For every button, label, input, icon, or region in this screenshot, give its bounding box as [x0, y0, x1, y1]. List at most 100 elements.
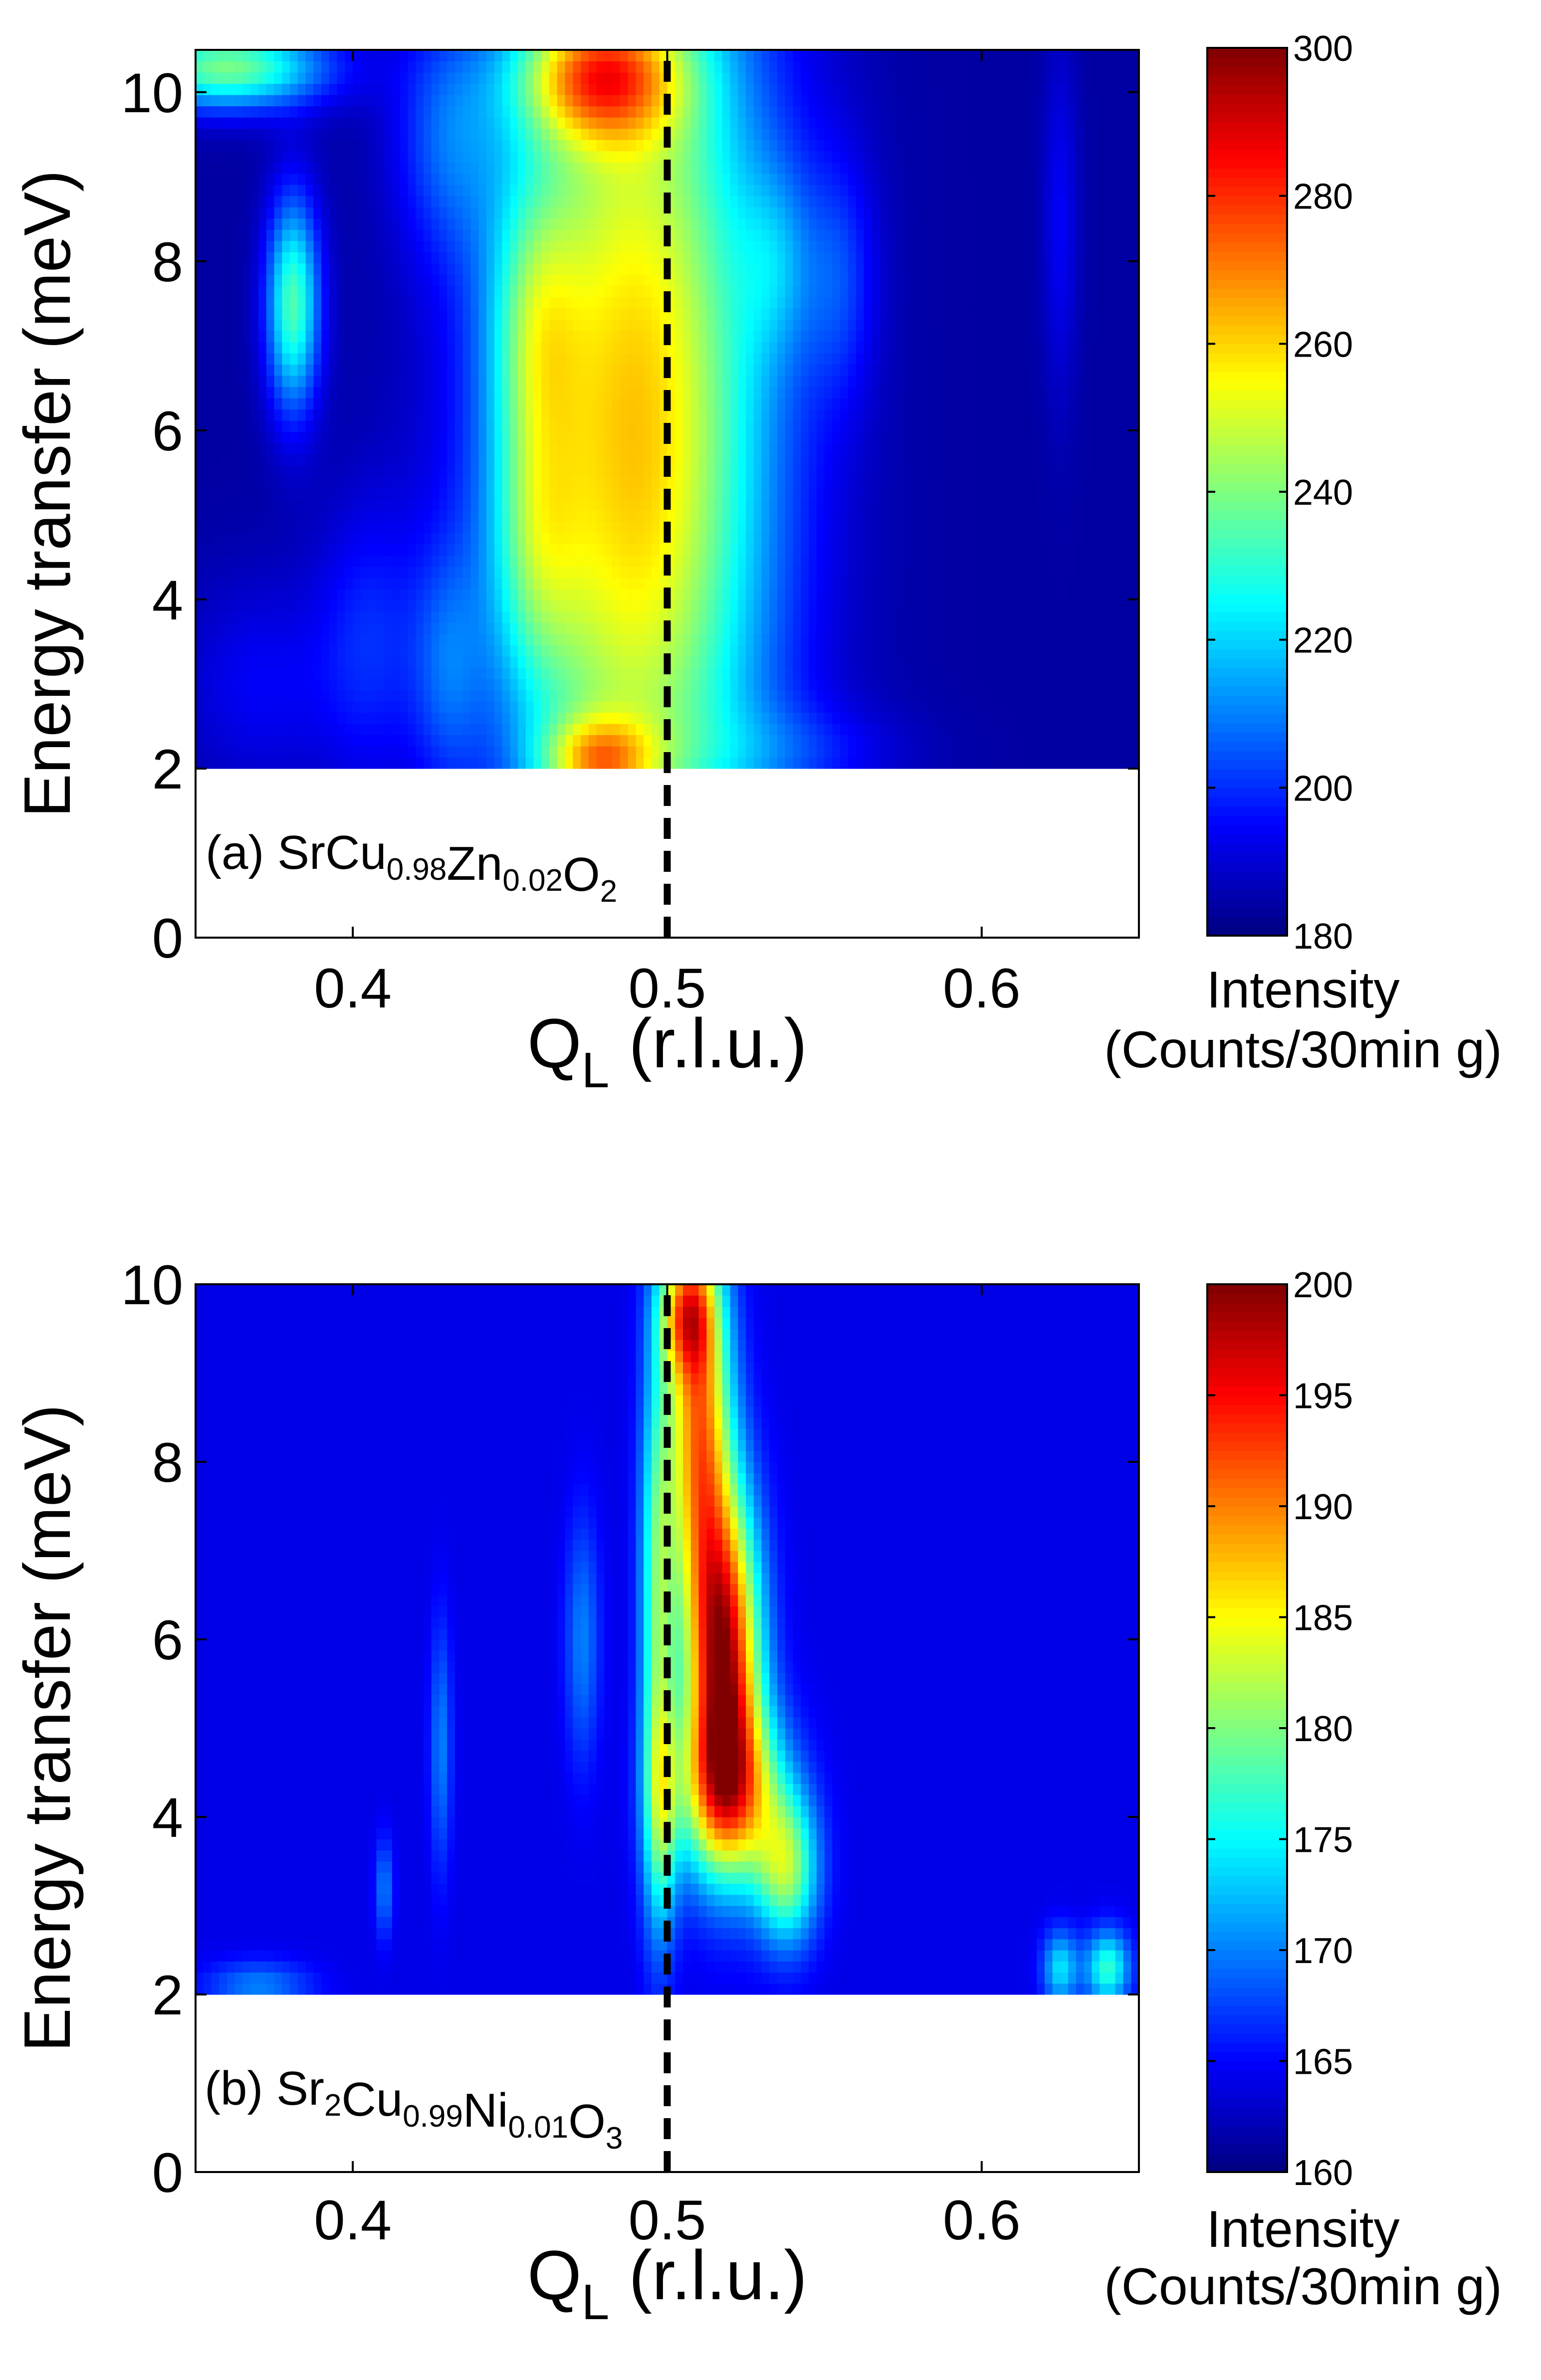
heatmap-cell: [297, 173, 306, 185]
heatmap-cell: [290, 342, 298, 354]
heatmap-cell: [258, 151, 267, 163]
heatmap-cell: [651, 600, 660, 612]
heatmap-cell: [486, 678, 495, 690]
heatmap-cell: [258, 544, 267, 556]
heatmap-cell: [376, 678, 385, 690]
heatmap-cell: [266, 83, 275, 95]
heatmap-cell: [462, 667, 471, 679]
heatmap-cell: [423, 476, 432, 488]
heatmap-cell: [628, 117, 637, 129]
heatmap-cell: [462, 611, 471, 623]
heatmap-cell: [667, 83, 675, 95]
heatmap-cell: [447, 308, 455, 320]
heatmap-cell: [211, 151, 220, 163]
heatmap-cell: [494, 128, 503, 140]
heatmap-cell: [423, 420, 432, 432]
heatmap-cell: [533, 690, 542, 702]
heatmap-cell: [416, 431, 424, 443]
heatmap-cell: [219, 140, 227, 152]
heatmap-cell: [730, 151, 738, 163]
heatmap-cell: [644, 397, 652, 410]
heatmap-cell: [667, 476, 675, 488]
heatmap-cell: [408, 544, 416, 556]
heatmap-cell: [793, 229, 801, 241]
heatmap-cell: [612, 285, 621, 297]
heatmap-cell: [769, 499, 778, 511]
heatmap-cell: [211, 285, 220, 297]
heatmap-cell: [203, 95, 212, 107]
heatmap-cell: [297, 578, 306, 590]
heatmap-cell: [447, 533, 455, 545]
heatmap-cell: [565, 667, 573, 679]
heatmap-cell: [785, 735, 794, 747]
heatmap-cell: [227, 375, 235, 388]
heatmap-cell: [690, 566, 699, 578]
heatmap-cell: [266, 397, 275, 410]
heatmap-cell: [683, 185, 691, 197]
heatmap-cell: [305, 633, 314, 645]
heatmap-cell: [612, 297, 621, 309]
heatmap-cell: [769, 701, 778, 713]
heatmap-cell: [227, 330, 235, 342]
heatmap-cell: [494, 488, 503, 500]
heatmap-cell: [667, 117, 675, 129]
heatmap-cell: [714, 185, 723, 197]
heatmap-cell: [478, 218, 487, 230]
heatmap-cell: [651, 274, 660, 286]
heatmap-cell: [266, 499, 275, 511]
heatmap-cell: [196, 162, 204, 174]
heatmap-cell: [565, 353, 573, 365]
heatmap-cell: [337, 364, 346, 376]
heatmap-cell: [620, 589, 629, 600]
heatmap-cell: [706, 600, 715, 612]
heatmap-cell: [266, 443, 275, 455]
heatmap-cell: [266, 746, 275, 758]
heatmap-cell: [408, 375, 416, 388]
heatmap-cell: [219, 375, 227, 388]
heatmap-cell: [290, 443, 298, 455]
heatmap-cell: [588, 443, 597, 455]
heatmap-cell: [250, 431, 259, 443]
heatmap-cell: [290, 263, 298, 275]
heatmap-cell: [305, 117, 314, 129]
heatmap-cell: [793, 712, 801, 724]
heatmap-cell: [242, 375, 251, 388]
heatmap-cell: [360, 690, 369, 702]
heatmap-cell: [565, 319, 573, 331]
heatmap-cell: [282, 218, 290, 230]
heatmap-cell: [400, 510, 409, 522]
heatmap-cell: [219, 330, 227, 342]
heatmap-cell: [203, 488, 212, 500]
heatmap-cell: [620, 353, 629, 365]
heatmap-cell: [557, 196, 566, 207]
heatmap-cell: [447, 712, 455, 724]
heatmap-cell: [777, 308, 786, 320]
heatmap-cell: [698, 578, 707, 590]
heatmap-cell: [242, 173, 251, 185]
heatmap-cell: [518, 431, 526, 443]
heatmap-cell: [793, 308, 801, 320]
heatmap-cell: [439, 566, 447, 578]
heatmap-cell: [525, 521, 534, 533]
heatmap-cell: [329, 678, 338, 690]
heatmap-cell: [706, 128, 715, 140]
heatmap-cell: [714, 263, 723, 275]
heatmap-cell: [620, 757, 629, 769]
heatmap-cell: [604, 510, 613, 522]
heatmap-cell: [196, 746, 204, 758]
heatmap-cell: [675, 229, 683, 241]
heatmap-cell: [345, 678, 353, 690]
heatmap-cell: [478, 578, 487, 590]
heatmap-cell: [667, 544, 675, 556]
heatmap-cell: [730, 72, 738, 84]
heatmap-cell: [274, 173, 282, 185]
heatmap-cell: [242, 499, 251, 511]
heatmap-cell: [447, 701, 455, 713]
heatmap-cell: [376, 701, 385, 713]
heatmap-cell: [573, 712, 581, 724]
heatmap-cell: [353, 600, 361, 612]
heatmap-cell: [573, 218, 581, 230]
heatmap-cell: [297, 240, 306, 252]
heatmap-cell: [518, 622, 526, 634]
heatmap-cell: [439, 397, 447, 410]
